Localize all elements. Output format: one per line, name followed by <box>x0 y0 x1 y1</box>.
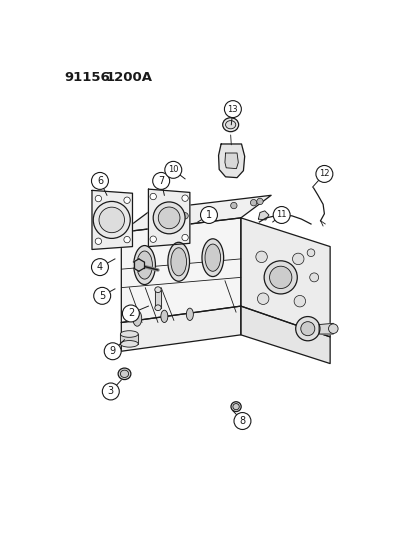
Ellipse shape <box>136 251 152 279</box>
Ellipse shape <box>154 287 161 293</box>
Circle shape <box>93 201 130 238</box>
Ellipse shape <box>120 341 138 347</box>
Text: 2: 2 <box>128 309 134 319</box>
Text: 11: 11 <box>276 211 286 220</box>
Polygon shape <box>224 153 238 168</box>
Ellipse shape <box>225 120 235 129</box>
Circle shape <box>293 295 305 307</box>
Ellipse shape <box>222 118 238 132</box>
Text: 12: 12 <box>318 169 329 179</box>
Circle shape <box>306 249 314 256</box>
Text: 9: 9 <box>109 346 116 356</box>
Circle shape <box>95 196 101 202</box>
Circle shape <box>250 199 256 206</box>
Ellipse shape <box>202 239 223 277</box>
Ellipse shape <box>133 246 155 285</box>
Circle shape <box>328 324 337 334</box>
Ellipse shape <box>161 310 167 322</box>
Text: 3: 3 <box>107 386 114 397</box>
Text: 8: 8 <box>239 416 245 426</box>
Circle shape <box>123 197 130 204</box>
Circle shape <box>153 202 185 234</box>
Polygon shape <box>240 218 329 337</box>
Circle shape <box>255 251 267 263</box>
Circle shape <box>158 217 164 224</box>
Ellipse shape <box>118 368 131 379</box>
Circle shape <box>200 206 217 223</box>
Circle shape <box>93 287 110 304</box>
Polygon shape <box>92 190 132 249</box>
Ellipse shape <box>230 402 241 411</box>
Ellipse shape <box>120 370 128 377</box>
Polygon shape <box>148 189 190 247</box>
Circle shape <box>158 207 180 229</box>
Circle shape <box>315 165 332 182</box>
Circle shape <box>91 259 108 276</box>
Ellipse shape <box>154 305 161 311</box>
Text: 5: 5 <box>99 291 105 301</box>
Circle shape <box>99 207 124 233</box>
Text: 7: 7 <box>158 176 164 186</box>
Circle shape <box>152 173 169 189</box>
Polygon shape <box>240 306 329 364</box>
Ellipse shape <box>120 330 138 337</box>
Text: 13: 13 <box>227 104 237 114</box>
Circle shape <box>300 321 314 336</box>
Text: 91156: 91156 <box>64 70 109 84</box>
Polygon shape <box>218 144 244 177</box>
Circle shape <box>224 101 241 118</box>
Polygon shape <box>133 259 144 271</box>
Polygon shape <box>121 218 240 322</box>
Circle shape <box>181 213 188 219</box>
Circle shape <box>150 236 156 243</box>
Ellipse shape <box>171 248 186 276</box>
Circle shape <box>257 293 268 304</box>
Circle shape <box>102 383 119 400</box>
Polygon shape <box>154 289 161 308</box>
Circle shape <box>150 193 156 200</box>
Circle shape <box>181 235 188 241</box>
Circle shape <box>273 206 290 223</box>
Text: 4: 4 <box>97 262 103 272</box>
Ellipse shape <box>186 308 193 320</box>
Circle shape <box>233 413 250 430</box>
Polygon shape <box>121 306 240 351</box>
Circle shape <box>309 273 318 282</box>
Text: 1200A: 1200A <box>105 70 152 84</box>
Ellipse shape <box>133 311 141 326</box>
Ellipse shape <box>204 244 220 271</box>
Ellipse shape <box>167 243 189 281</box>
Circle shape <box>256 198 263 205</box>
Circle shape <box>295 317 319 341</box>
Text: 6: 6 <box>97 176 103 186</box>
Circle shape <box>164 161 181 179</box>
Circle shape <box>181 195 188 201</box>
Circle shape <box>292 253 303 265</box>
Circle shape <box>104 343 121 360</box>
Ellipse shape <box>233 403 239 410</box>
Polygon shape <box>121 195 271 232</box>
Polygon shape <box>120 334 138 344</box>
Circle shape <box>91 173 108 189</box>
Text: 1: 1 <box>205 210 211 220</box>
Circle shape <box>269 266 291 288</box>
Circle shape <box>263 261 297 294</box>
Circle shape <box>95 238 101 245</box>
Circle shape <box>230 203 237 209</box>
Polygon shape <box>318 324 332 334</box>
Polygon shape <box>258 211 268 220</box>
Text: 10: 10 <box>168 165 178 174</box>
Circle shape <box>205 208 212 214</box>
Circle shape <box>122 305 139 322</box>
Circle shape <box>123 237 130 243</box>
